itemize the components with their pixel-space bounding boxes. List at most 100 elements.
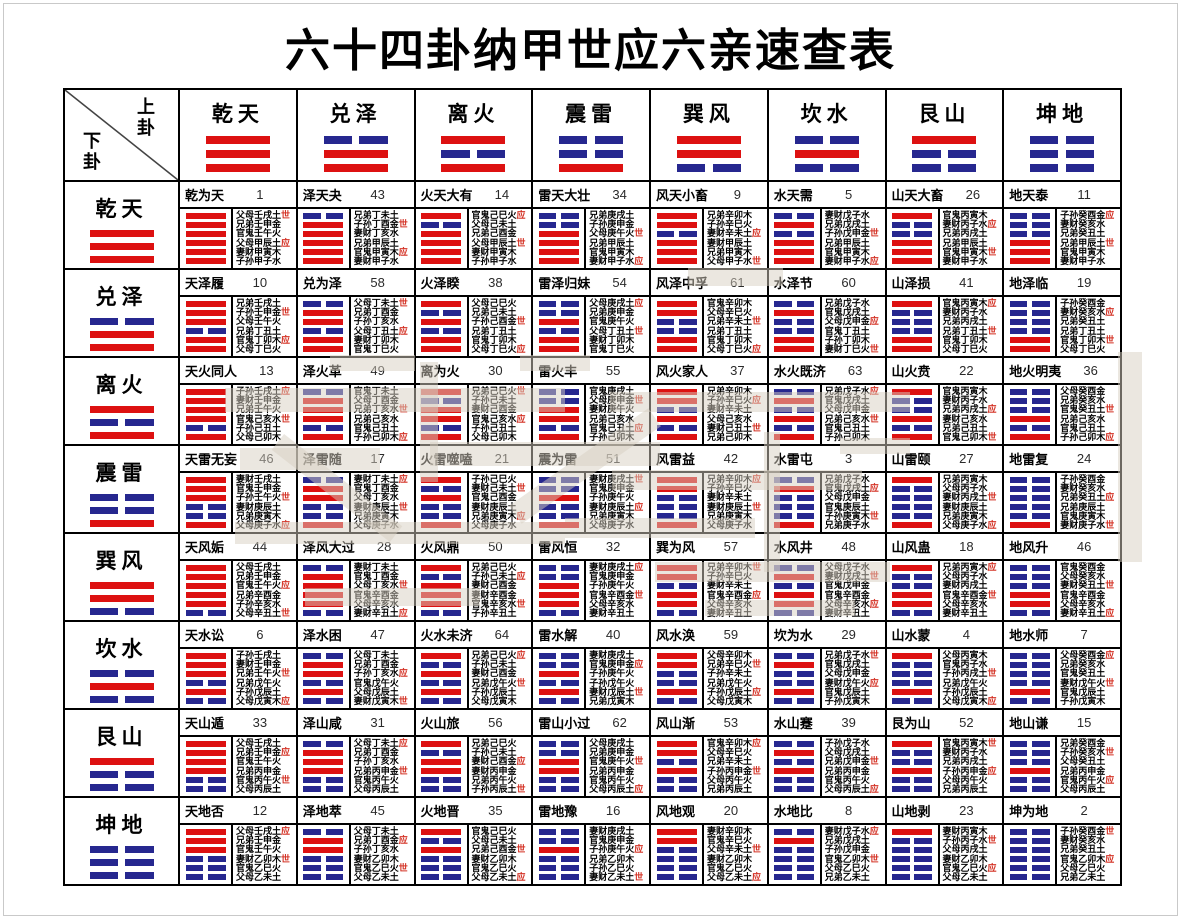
line-text: 父母辛巳火	[707, 747, 753, 758]
yin-line	[303, 213, 344, 219]
hexagram-cell-header: 地风升 46	[1004, 534, 1120, 561]
hexagram-name: 天地否	[185, 804, 225, 819]
line-text: 父母丙辰土	[353, 783, 399, 794]
hexagram-name: 雷火丰	[538, 364, 578, 379]
hexagram-name: 泽山咸	[302, 716, 342, 731]
yin-line	[89, 784, 154, 791]
hexagram-cell-body: 官鬼己巳火应 父母己未土 兄弟己酉金 父母甲辰土世 妻财甲寅木 子孙甲子水	[416, 209, 532, 268]
hexagram-lines: 妻财庚戌土应 官鬼庚申金 子孙庚午火 官鬼辛酉金世 父母辛亥水 妻财辛丑土	[586, 561, 649, 620]
yin-line	[559, 150, 624, 158]
yin-line	[303, 504, 344, 510]
line-text: 兄弟癸丑土	[1060, 228, 1106, 239]
yin-line	[774, 565, 815, 571]
line-text: 父母丁丑土应	[353, 325, 408, 336]
hexagram-name: 地雷复	[1009, 452, 1049, 467]
yin-line	[656, 856, 697, 862]
shi-marker: 世	[1105, 747, 1115, 758]
line-text: 官鬼癸丑土	[1060, 668, 1106, 679]
yin-line	[538, 610, 579, 616]
line-text: 父母庚子水应	[236, 519, 291, 530]
hexagram-lines: 兄弟戊子水 官鬼戊戌土应 父母戊申金 官鬼庚辰土 子孙庚寅木世 兄弟庚子水	[822, 473, 885, 532]
yin-line	[794, 136, 859, 144]
yin-line	[1009, 425, 1050, 431]
yin-line	[421, 786, 461, 792]
yin-line	[303, 610, 344, 616]
hexagram-name: 地风升	[1009, 540, 1049, 555]
yang-line	[538, 768, 579, 774]
yin-line	[421, 865, 461, 871]
yang-line	[303, 416, 344, 422]
hexagram-number: 1	[256, 187, 264, 202]
yang-line	[656, 486, 697, 492]
line-text: 官鬼丙寅木应	[942, 298, 997, 308]
ying-marker: 应	[869, 483, 879, 494]
line-text: 父母庚子水	[471, 519, 517, 530]
ying-marker: 应	[987, 219, 997, 230]
yin-line	[794, 164, 859, 172]
line-text: 官鬼乙卯木应	[1060, 853, 1115, 864]
yang-line	[774, 337, 815, 343]
line-text: 兄弟丙戌土	[942, 756, 988, 767]
hexagram-cell-header: 地火明夷 36	[1004, 358, 1120, 385]
yang-line	[538, 522, 579, 528]
hexagram-cell-body: 父母庚戌土 兄弟庚申金 官鬼庚午火世 兄弟丙申金 官鬼丙午火 父母丙辰土应	[533, 737, 649, 796]
ying-marker: 应	[869, 316, 879, 327]
hexagram-cell: 地山谦 15 兄弟癸酉金 子孙癸亥水世 父母癸丑土 兄弟丙申金 官鬼丙午火应 父母丙辰土	[1004, 710, 1122, 798]
hexagram-cell: 风地观 20 妻财辛卯木 官鬼辛巳火 父母辛未土世 妻财乙卯木 官鬼乙巳火 父母乙未土应	[651, 798, 769, 886]
hexagram-number: 23	[959, 803, 974, 818]
shi-marker: 世	[1105, 237, 1115, 248]
yin-line	[1009, 310, 1050, 316]
hexagram-cell-body: 父母壬戌土应 兄弟壬申金 官鬼壬午火 妻财乙卯木世 官鬼乙巳火 父母乙未土	[180, 825, 296, 884]
hexagram-name: 天风姤	[185, 540, 225, 555]
line-text: 官鬼甲寅木世	[942, 246, 997, 257]
trigram-name: 巽风	[95, 550, 148, 573]
hexagram-cell-body: 父母庚戌土应 兄弟庚申金 官鬼庚午火 父母丁丑土世 妻财丁卯木 官鬼丁巳火	[533, 297, 649, 356]
column-header-qian: 乾天	[180, 90, 298, 182]
yang-line	[421, 319, 461, 325]
shi-marker: 世	[281, 853, 291, 864]
yang-line	[303, 486, 344, 492]
hexagram-glyph	[651, 737, 704, 796]
yin-line	[1009, 680, 1050, 686]
line-text: 父母丙子水	[942, 483, 988, 494]
hexagram-cell-body: 父母丁未土世 兄弟丁酉金 子孙丁亥水 父母丁丑土应 妻财丁卯木 官鬼丁巳火	[298, 297, 414, 356]
yang-line	[1009, 768, 1050, 774]
yang-line	[892, 213, 932, 219]
ying-marker: 应	[1105, 607, 1115, 618]
trigram-glyph	[205, 136, 270, 172]
hexagram-lines: 官鬼辛卯木 父母辛巳火 兄弟辛未土世 兄弟丁丑土 官鬼丁卯木 父母丁巳火应	[704, 297, 767, 356]
hexagram-number: 44	[252, 539, 268, 554]
yin-line	[1009, 698, 1050, 704]
yin-line	[892, 610, 932, 616]
yang-line	[185, 662, 226, 668]
line-text: 子孙己丑土	[236, 422, 282, 433]
line-text: 妻财戊子水	[824, 210, 870, 220]
yin-line	[303, 389, 344, 395]
yang-line	[538, 240, 579, 246]
yang-line	[185, 346, 226, 352]
yang-line	[185, 337, 226, 343]
line-text: 子孙庚午火	[589, 580, 635, 591]
yang-line	[892, 346, 932, 352]
yin-line	[892, 838, 932, 844]
line-text: 兄弟戊子水	[824, 298, 870, 308]
line-text: 妻财戊午火应	[824, 677, 879, 688]
yang-line	[892, 249, 932, 255]
yin-line	[185, 425, 226, 431]
ying-marker: 应	[281, 695, 291, 706]
line-text: 父母壬戌土世	[236, 210, 291, 220]
yang-line	[774, 662, 815, 668]
ying-marker: 应	[516, 343, 526, 354]
hexagram-number: 15	[1076, 715, 1092, 730]
hexagram-name: 泽水困	[302, 628, 342, 643]
line-text: 父母丁未土应	[353, 738, 408, 748]
yang-line	[421, 768, 461, 774]
hexagram-glyph	[1004, 473, 1058, 532]
yin-line	[185, 328, 226, 334]
yin-line	[774, 874, 815, 880]
hexagram-number: 22	[959, 363, 974, 378]
hexagram-cell-body: 父母丁未土 兄弟丁酉金应 子孙丁亥水 妻财乙卯木 官鬼乙巳火世 父母乙未土	[298, 825, 414, 884]
hexagram-cell-body: 兄弟丁未土 子孙丁酉金世 妻财丁亥水 兄弟甲辰土 官鬼甲寅木应 妻财甲子水	[298, 209, 414, 268]
hexagram-lines: 兄弟己巳火应 子孙己未土 妻财己酉金 兄弟戊午火世 子孙戊辰土 父母戊寅木	[469, 649, 532, 708]
yang-line	[421, 583, 461, 589]
